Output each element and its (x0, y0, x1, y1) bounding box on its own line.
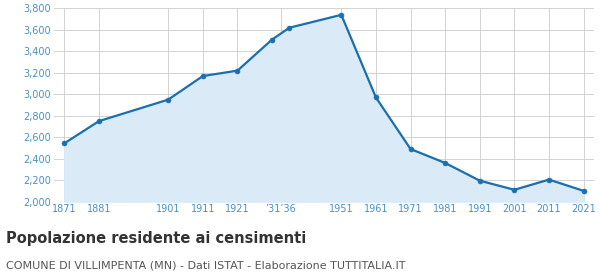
Text: COMUNE DI VILLIMPENTA (MN) - Dati ISTAT - Elaborazione TUTTITALIA.IT: COMUNE DI VILLIMPENTA (MN) - Dati ISTAT … (6, 260, 406, 270)
Text: Popolazione residente ai censimenti: Popolazione residente ai censimenti (6, 231, 306, 246)
